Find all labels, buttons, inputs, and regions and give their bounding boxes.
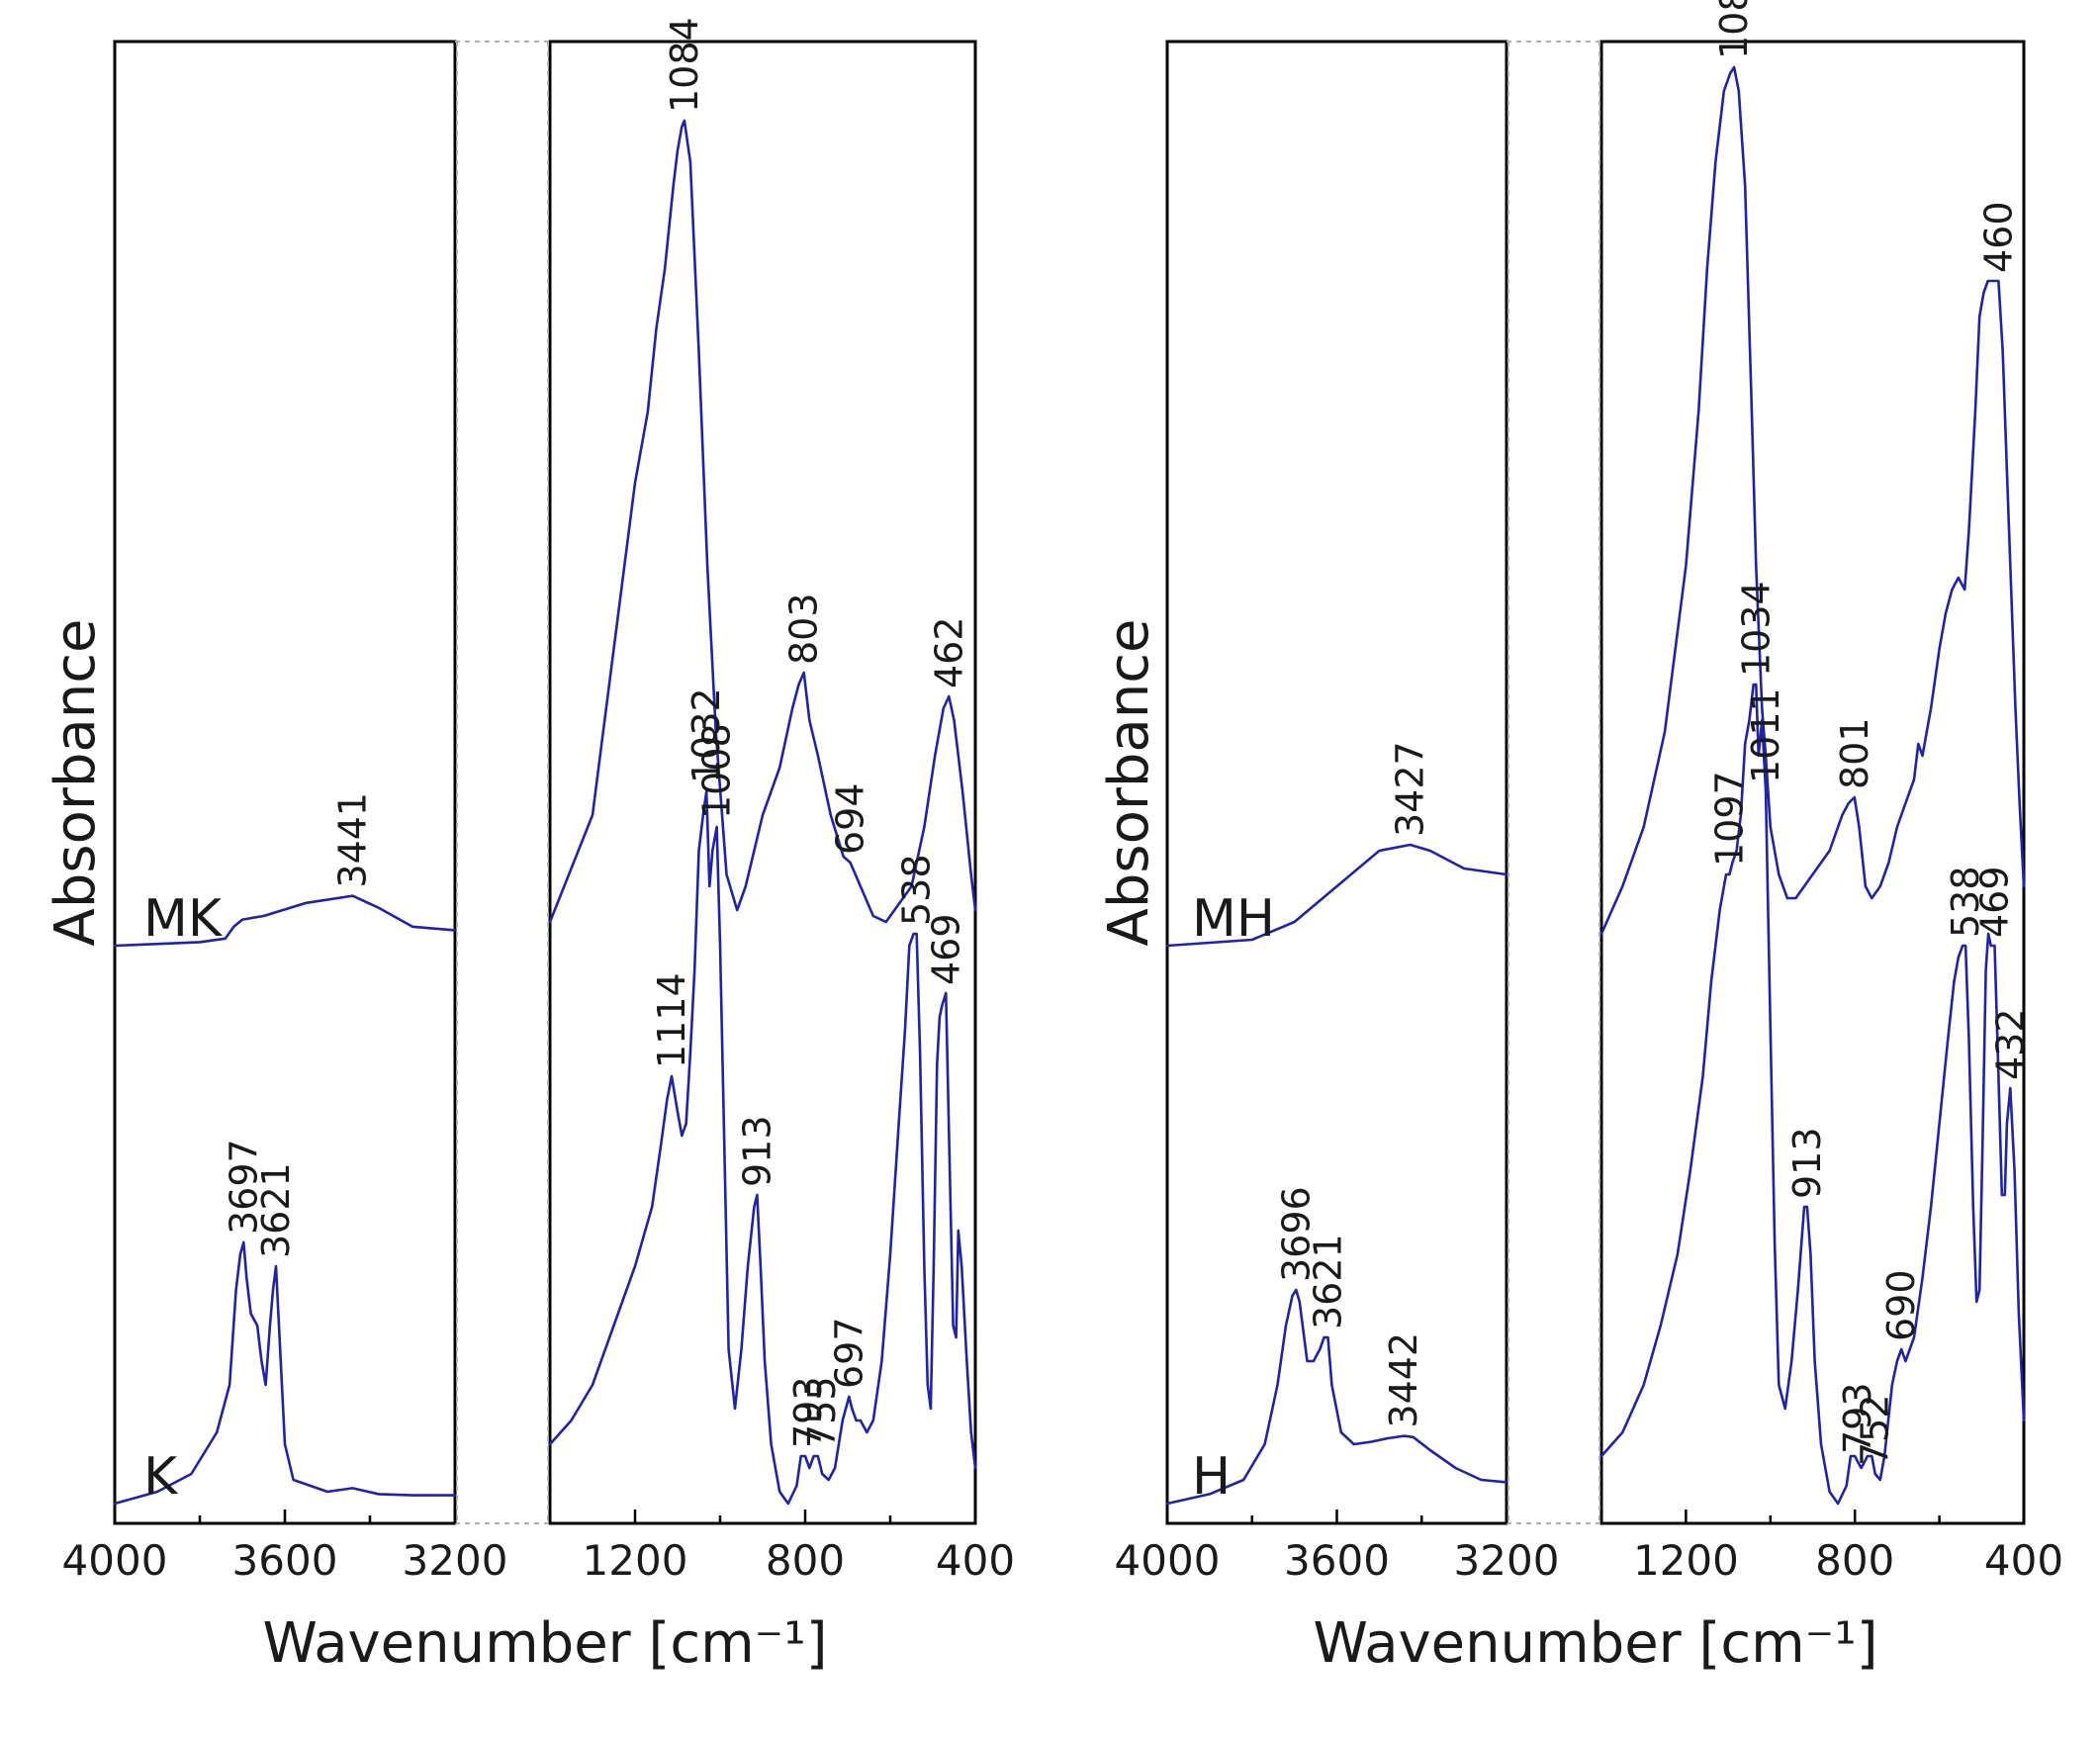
peak-label: 1086 bbox=[1712, 0, 1756, 59]
peak-label: 1011 bbox=[1744, 687, 1787, 783]
peak-label: 1034 bbox=[1734, 581, 1778, 677]
peak-label: 793 bbox=[1836, 1382, 1879, 1454]
peak-label: 690 bbox=[1879, 1269, 1923, 1341]
peak-label: 752 bbox=[1854, 1394, 1897, 1466]
peak-label: 469 bbox=[1973, 866, 2017, 938]
series-mh-fingerprint-range bbox=[1599, 65, 2026, 936]
chart-panel-left: 4000 3600 3200 1200 800 400 Wavenumber [cm⁻¹] A… bbox=[44, 17, 1015, 1676]
peak-label: 793 bbox=[786, 1376, 830, 1448]
peak-label: 3442 bbox=[1382, 1332, 1425, 1428]
series-label-h: H bbox=[1192, 1447, 1231, 1507]
peak-label: 1097 bbox=[1707, 771, 1751, 867]
peak-label: 1084 bbox=[663, 17, 706, 113]
peak-label: 3441 bbox=[330, 792, 374, 888]
peak-label: 432 bbox=[1988, 1008, 2032, 1080]
x-tick-label: 400 bbox=[1984, 1536, 2063, 1585]
series-mk-fingerprint-range bbox=[548, 119, 977, 924]
peak-label: 3697 bbox=[222, 1139, 265, 1235]
series-mk-high-range bbox=[113, 894, 457, 948]
series-h-high-range bbox=[1165, 1288, 1508, 1506]
series-label-mh: MH bbox=[1192, 889, 1275, 949]
x-axis-label: Wavenumber [cm⁻¹] bbox=[1313, 1611, 1877, 1676]
peak-label: 697 bbox=[827, 1317, 870, 1389]
peak-label: 3621 bbox=[254, 1162, 298, 1258]
axis-frame-segment-2 bbox=[1599, 40, 2026, 1525]
peak-label: 1032 bbox=[685, 687, 728, 783]
x-axis-label: Wavenumber [cm⁻¹] bbox=[262, 1611, 827, 1676]
peak-label: 460 bbox=[1976, 201, 2020, 273]
x-tick-label: 3600 bbox=[1284, 1536, 1390, 1585]
peak-label: 913 bbox=[1785, 1127, 1829, 1199]
series-label-k: K bbox=[143, 1447, 179, 1507]
peak-label: 538 bbox=[1944, 866, 1987, 938]
x-tick-label: 3600 bbox=[232, 1536, 338, 1585]
series-mh-high-range bbox=[1165, 843, 1508, 948]
x-tick-label: 4000 bbox=[1115, 1536, 1221, 1585]
peak-label: 803 bbox=[782, 593, 826, 665]
peak-label: 3427 bbox=[1389, 741, 1432, 837]
axis-frame-segment-2 bbox=[548, 40, 977, 1525]
x-tick-label: 400 bbox=[936, 1536, 1015, 1585]
peak-label: 801 bbox=[1833, 717, 1876, 789]
series-label-mk: MK bbox=[143, 889, 224, 949]
peak-label: 538 bbox=[895, 854, 939, 926]
x-tick-label: 3200 bbox=[1454, 1536, 1560, 1585]
x-tick-label: 800 bbox=[1815, 1536, 1894, 1585]
x-tick-label: 3200 bbox=[403, 1536, 508, 1585]
peak-label: 462 bbox=[927, 616, 970, 688]
peak-label: 3696 bbox=[1274, 1186, 1318, 1282]
y-axis-label: Absorbance bbox=[44, 619, 108, 947]
axis-frame-segment-1 bbox=[113, 40, 457, 1525]
peak-label: 1114 bbox=[650, 972, 693, 1068]
chart-panel-right: 4000 3600 3200 1200 800 400 Wavenumber [cm⁻¹] A… bbox=[1097, 0, 2063, 1676]
x-tick-label: 4000 bbox=[62, 1536, 168, 1585]
peak-label: 755 bbox=[800, 1376, 844, 1448]
peak-label: 3621 bbox=[1307, 1234, 1350, 1329]
peak-label: 469 bbox=[924, 913, 967, 985]
peak-label: 1008 bbox=[695, 723, 739, 819]
y-axis-label: Absorbance bbox=[1097, 619, 1161, 947]
peak-label: 694 bbox=[829, 782, 872, 855]
series-h-fingerprint-range bbox=[1599, 683, 2026, 1506]
x-tick-label: 1200 bbox=[1633, 1536, 1739, 1585]
peak-label: 913 bbox=[735, 1115, 778, 1187]
series-k-fingerprint-range bbox=[548, 789, 977, 1506]
x-tick-label: 800 bbox=[766, 1536, 845, 1585]
series-k-high-range bbox=[113, 1240, 457, 1506]
x-tick-label: 1200 bbox=[583, 1536, 688, 1585]
